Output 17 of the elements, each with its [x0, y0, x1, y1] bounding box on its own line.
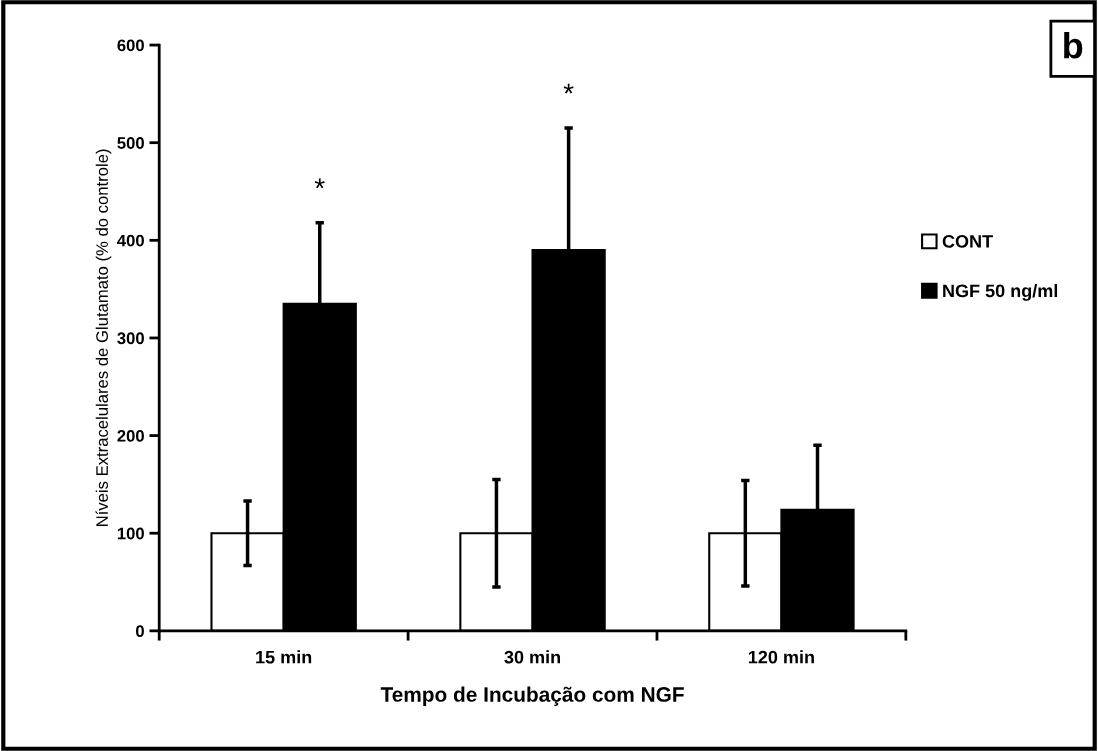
legend-label: CONT [942, 235, 993, 248]
annotation: * [314, 178, 325, 189]
y-tick-label: 600 [117, 39, 144, 52]
x-tick-label: 15 min [256, 650, 312, 664]
y-tick-label: 500 [117, 137, 144, 149]
legend-label: NGF 50 ng/ml [943, 283, 1058, 301]
x-tick-label: 120 min [748, 650, 814, 664]
y-tick-label: 100 [117, 527, 144, 540]
x-axis-title: Tempo de Incubação com NGF [380, 686, 684, 706]
y-axis-title: Níveis Extracelulares de Glutamato (% do controle) [95, 149, 112, 526]
y-tick-label: 400 [117, 234, 144, 247]
y-tick-label: 300 [117, 332, 144, 345]
y-tick-label: 200 [117, 429, 144, 442]
y-tick-label: 0 [136, 625, 144, 638]
annotation: * [563, 83, 574, 94]
x-tick-label: 30 min [504, 650, 561, 664]
text: b [1064, 31, 1083, 59]
